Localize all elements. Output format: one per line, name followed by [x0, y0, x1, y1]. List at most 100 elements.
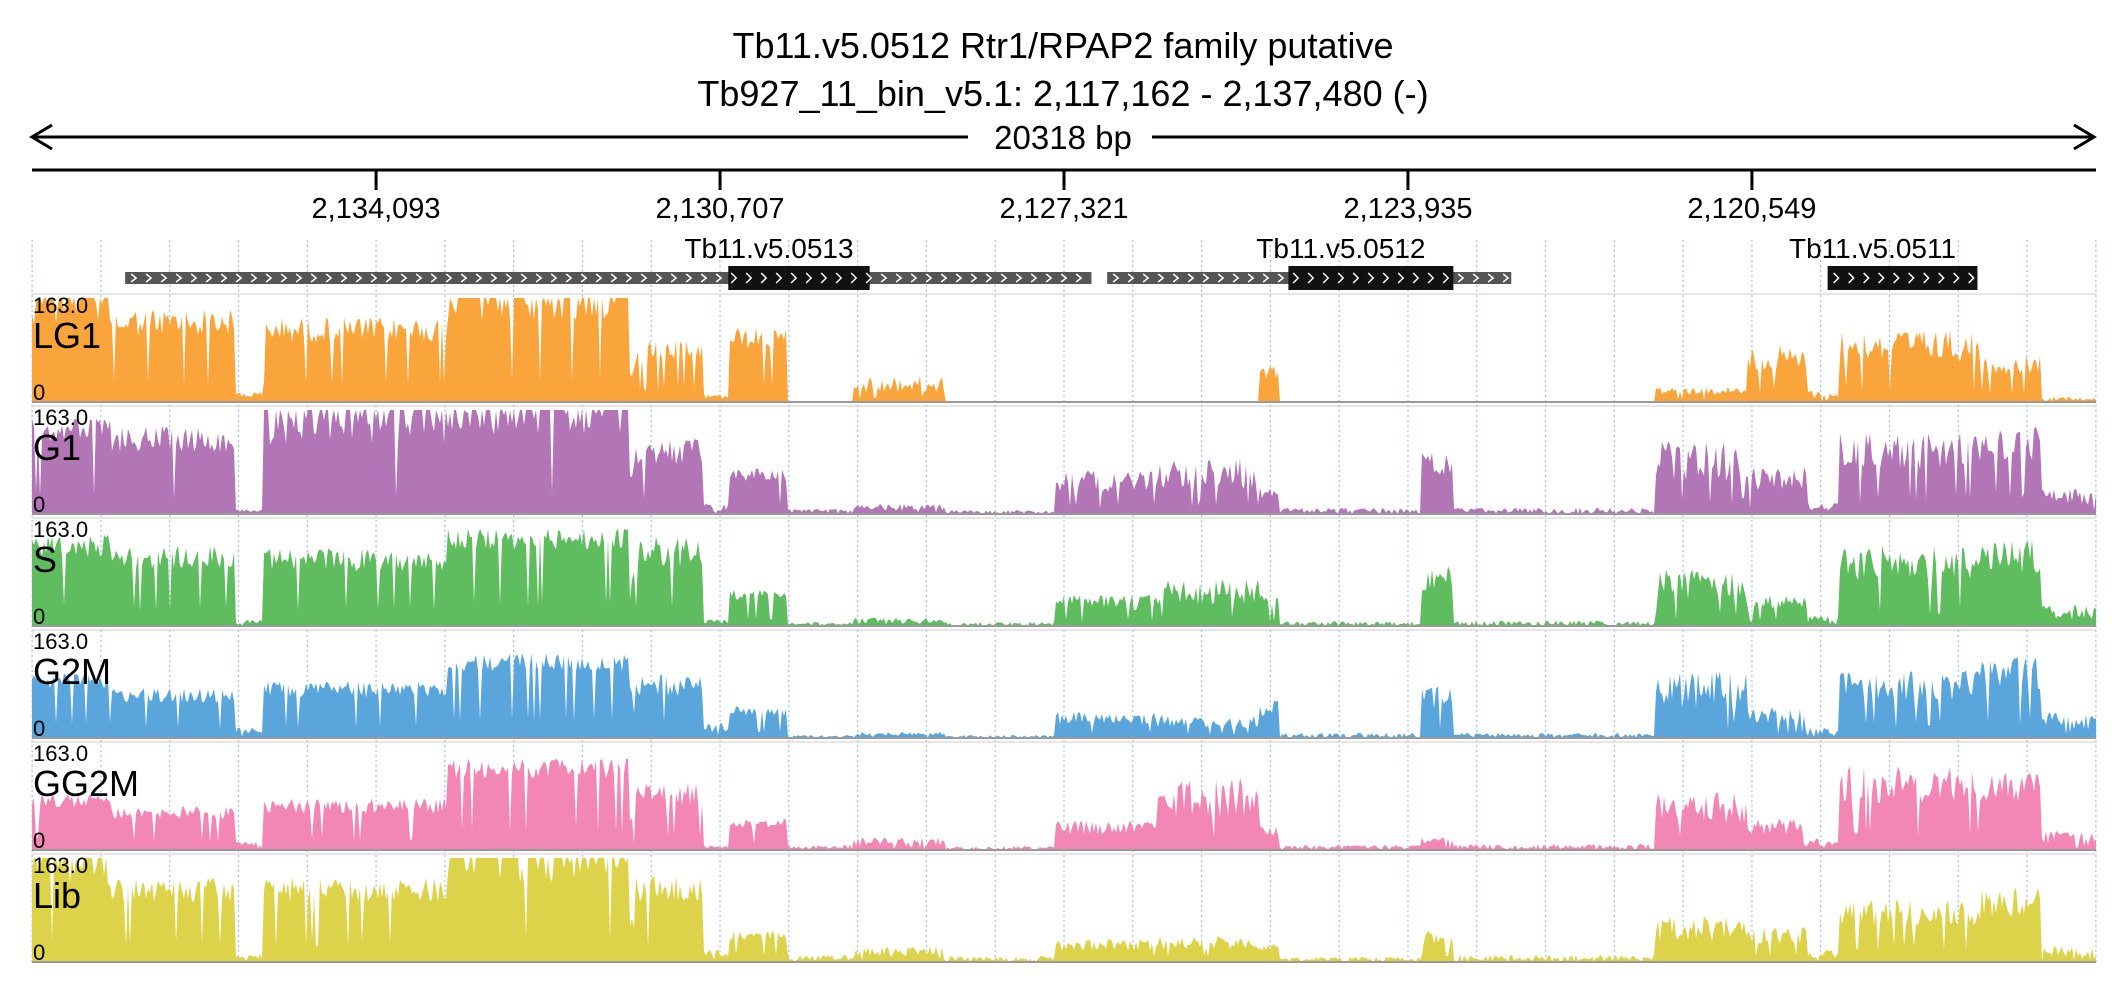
gene-chevron [1397, 272, 1405, 284]
gene-chevron [1157, 273, 1165, 283]
gene-chevron [730, 272, 738, 284]
track-name-GG2M: GG2M [33, 763, 139, 804]
gene-chevron [355, 273, 363, 283]
gene-chevron [145, 273, 153, 283]
gene-chevron [1472, 273, 1480, 283]
coverage-area-Lib [32, 858, 2096, 962]
track-name-G1: G1 [33, 427, 81, 468]
y-max-label: 163.0 [33, 405, 88, 430]
gene-chevron [1075, 273, 1083, 283]
gene-chevron [1908, 272, 1915, 284]
y-max-label: 163.0 [33, 293, 88, 318]
y-min-label: 0 [33, 716, 45, 741]
gene-chevron [580, 273, 588, 283]
gene-chevron [565, 273, 573, 283]
coverage-tracks: 163.0LG10163.0G10163.0S0163.0G2M0163.0GG… [32, 293, 2096, 965]
gene-chevron [370, 273, 378, 283]
gene-chevron [1502, 273, 1510, 283]
gene-chevron [595, 273, 603, 283]
ruler-tick-label-2: 2,127,321 [999, 193, 1128, 225]
gene-chevron [160, 273, 168, 283]
gene-chevron [490, 273, 498, 283]
gene-chevron [205, 273, 213, 283]
gene-chevron [745, 272, 753, 284]
gene-chevron [910, 273, 918, 283]
gene-chevron [340, 273, 348, 283]
gene-chevron [835, 272, 843, 284]
gene-chevron [1833, 272, 1840, 284]
gene-chevron [1337, 272, 1345, 284]
gene-chevron [520, 273, 528, 283]
gene-chevron [790, 272, 798, 284]
y-min-label: 0 [33, 940, 45, 965]
gene-label-0: Tb11.v5.0513 [684, 233, 853, 264]
gene-chevron [1202, 273, 1210, 283]
gene-label-2: Tb11.v5.0511 [1789, 233, 1956, 264]
gene-chevron [925, 273, 933, 283]
gene-chevron [1030, 273, 1038, 283]
gene-chevron [1262, 273, 1270, 283]
gene-chevron [1307, 272, 1315, 284]
span-length-label: 20318 bp [994, 119, 1132, 156]
gene-chevron [310, 273, 318, 283]
track-name-G2M: G2M [33, 651, 111, 692]
chart-title: Tb11.v5.0512 Rtr1/RPAP2 family putative [733, 25, 1394, 66]
gene-chevron [1893, 272, 1900, 284]
gene-chevron [1953, 272, 1960, 284]
coverage-area-G2M [32, 653, 2096, 738]
gene-cds-2 [1827, 266, 1978, 290]
ruler-ticks: 2,134,093 2,130,707 2,127,321 2,123,935 2,12… [312, 170, 1816, 225]
gene-chevron [1292, 272, 1300, 284]
gene-chevron [940, 273, 948, 283]
gene-chevron [1382, 272, 1390, 284]
gene-chevron [190, 273, 198, 283]
gene-chevron [1172, 273, 1180, 283]
y-min-label: 0 [33, 828, 45, 853]
gene-chevron [1878, 272, 1885, 284]
gene-chevron [1232, 273, 1240, 283]
coverage-area-GG2M [32, 758, 2096, 850]
gene-chevron [970, 273, 978, 283]
gene-chevron [1412, 272, 1420, 284]
ruler-tick-label-3: 2,123,935 [1343, 193, 1472, 225]
gene-chevron [985, 273, 993, 283]
gene-chevron [220, 273, 228, 283]
gene-chevron [1848, 272, 1855, 284]
gene-chevron [130, 273, 138, 283]
gene-chevron [880, 273, 888, 283]
gene-chevron [625, 273, 633, 283]
gene-chevron [640, 273, 648, 283]
gene-chevron [670, 273, 678, 283]
gene-chevron [1217, 273, 1225, 283]
y-max-label: 163.0 [33, 741, 88, 766]
gene-chevron [265, 273, 273, 283]
track-name-S: S [33, 539, 57, 580]
gene-chevron [175, 273, 183, 283]
gene-chevron [1247, 273, 1255, 283]
ruler-tick-label-0: 2,134,093 [312, 193, 441, 225]
gene-chevron [1487, 273, 1495, 283]
gene-chevron [1352, 272, 1360, 284]
gene-chevron [325, 273, 333, 283]
gene-label-1: Tb11.v5.0512 [1256, 233, 1425, 264]
gene-chevron [1187, 273, 1195, 283]
coverage-area-LG1 [32, 298, 2096, 402]
gene-chevron [295, 273, 303, 283]
gene-chevron [1923, 272, 1930, 284]
gene-chevron [385, 273, 393, 283]
gene-chevron [535, 273, 543, 283]
gene-chevron [445, 273, 453, 283]
gene-models: Tb11.v5.0513 Tb11.v5.0512 Tb11.v5.0511 [125, 233, 1978, 290]
gene-chevron [235, 273, 243, 283]
gene-chevron [655, 273, 663, 283]
gene-chevron [1000, 273, 1008, 283]
gene-chevron [280, 273, 288, 283]
gene-chevron [955, 273, 963, 283]
gene-chevron [1060, 273, 1068, 283]
gene-chevron [1427, 272, 1435, 284]
